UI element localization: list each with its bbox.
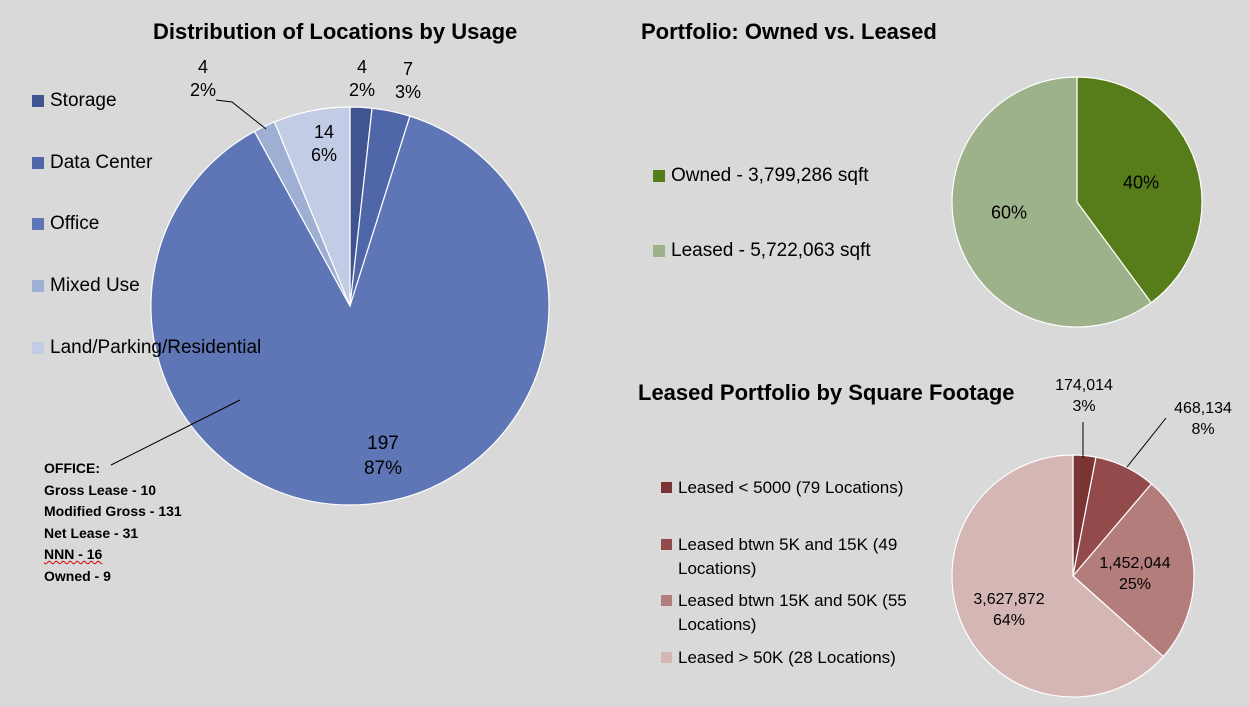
legend-item-5k-15k: Leased btwn 5K and 15K (49 Locations) [661,535,918,581]
value: 14 [313,122,335,142]
legend-label: Office [50,213,100,234]
legend-item-land-parking-residential: Land/Parking/Residential [32,337,261,359]
leader-line-office-note [110,399,241,466]
percent: 25% [1118,576,1152,593]
legend-item-owned: Owned - 3,799,286 sqft [653,165,869,187]
legend-label: Owned - 3,799,286 sqft [671,165,869,186]
legend-label: Land/Parking/Residential [50,337,262,358]
data-label-15k-50k: 1,452,044 25% [1099,553,1170,595]
value: 4 [356,57,368,77]
data-label-leased: 60% [991,202,1027,225]
percent: 3% [1072,398,1096,415]
legend-label: Mixed Use [50,275,140,296]
legend-item-15k-50k: Leased btwn 15K and 50K (55 Locations) [661,591,928,637]
leader-line-5k-15k [1126,417,1167,468]
data-label-over-50k: 3,627,872 64% [973,589,1044,631]
data-label-under-5000: 174,014 3% [1055,375,1113,417]
note-heading: OFFICE: [44,460,100,476]
data-label-office: 197 87% [364,431,402,481]
legend-label: Data Center [50,152,153,173]
swatch [32,342,44,354]
swatch [661,652,672,663]
value: 7 [402,59,414,79]
data-label-owned: 40% [1123,172,1159,195]
pie-slice-leased-5-722-063-sqft [951,76,1152,328]
data-label-5k-15k: 468,134 8% [1174,398,1232,440]
legend-item-storage: Storage [32,90,117,112]
data-label-data-center: 7 3% [395,58,421,104]
percent: 40% [1122,172,1160,193]
swatch [653,245,665,257]
pie-slice-leased-btwn-15k-and-50k-55-locations [1072,483,1195,658]
percent: 6% [310,145,338,165]
legend-item-leased: Leased - 5,722,063 sqft [653,240,871,262]
value: 1,452,044 [1099,555,1171,572]
swatch [32,280,44,292]
legend-label: Storage [50,90,117,111]
percent: 3% [394,82,422,102]
value: 4 [197,57,209,77]
swatch [661,539,672,550]
swatch [32,95,44,107]
legend-item-mixed-use: Mixed Use [32,275,140,297]
swatch [653,170,665,182]
swatch [661,482,672,493]
pie-slice-office [150,115,550,506]
note-line-net-lease: Net Lease - 31 [44,524,139,541]
legend-label: Leased - 5,722,063 sqft [671,240,871,261]
percent: 87% [363,458,403,479]
percent: 2% [348,80,376,100]
usage-pie [150,106,550,506]
office-lease-breakdown-note: OFFICE: Gross Lease - 10 Modified Gross … [44,458,182,587]
pie-slice-leased-50k-28-locations [951,454,1165,698]
value: 3,627,872 [973,591,1045,608]
note-line-gross-lease: Gross Lease - 10 [44,481,157,498]
legend-label: Leased > 50K (28 Locations) [678,648,896,667]
note-line-nnn: NNN - 16 [44,546,103,562]
leased-sqft-pie [951,454,1195,698]
ownership-chart-title: Portfolio: Owned vs. Leased [641,19,937,44]
percent: 2% [189,80,217,100]
leased-sqft-chart-title: Leased Portfolio by Square Footage [638,380,1015,405]
usage-chart-title: Distribution of Locations by Usage [153,19,518,44]
pie-slice-owned-3-799-286-sqft [1076,76,1203,304]
data-label-mixed-use: 4 2% [190,56,216,102]
data-label-land-parking-residential: 14 6% [311,121,337,167]
swatch [661,595,672,606]
legend-item-under-5000: Leased < 5000 (79 Locations) [661,478,903,498]
ownership-pie [951,76,1203,328]
percent: 60% [990,202,1028,223]
swatch [32,218,44,230]
leader-line-mixed-use [215,99,267,130]
value: 197 [367,433,399,454]
note-line-modified-gross: Modified Gross - 131 [44,503,182,519]
legend-label: Leased btwn 15K and 50K (55 Locations) [678,591,907,634]
pie-slice-land-parking-residential [273,106,351,307]
note-line-owned: Owned - 9 [44,567,111,584]
legend-item-office: Office [32,213,99,235]
legend-label: Leased < 5000 (79 Locations) [678,478,904,497]
data-label-storage: 4 2% [349,56,375,102]
percent: 8% [1191,421,1215,438]
swatch [32,157,44,169]
legend-item-data-center: Data Center [32,152,152,174]
legend-item-over-50k: Leased > 50K (28 Locations) [661,648,896,668]
value: 174,014 [1055,377,1113,394]
leader-lines [110,99,1167,468]
percent: 64% [992,612,1026,629]
value: 468,134 [1174,400,1232,417]
legend-label: Leased btwn 5K and 15K (49 Locations) [678,535,898,578]
